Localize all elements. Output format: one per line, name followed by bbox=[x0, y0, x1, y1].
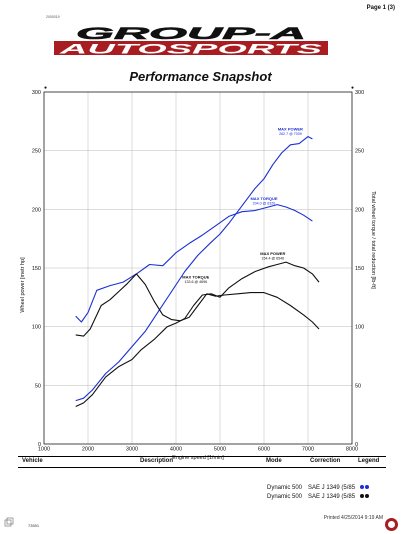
seal-logo-icon bbox=[385, 518, 398, 531]
bullet-right: ● bbox=[351, 85, 355, 91]
legend-row-swatch bbox=[359, 494, 369, 500]
series-line-2 bbox=[75, 204, 313, 323]
y-tick-label-left: 100 bbox=[32, 325, 41, 331]
header-vehicle: Vehicle bbox=[22, 458, 43, 464]
header-correction: Correction bbox=[310, 458, 341, 464]
x-tick-label: 1000 bbox=[38, 447, 50, 453]
legend-row-correction: SAE J 1349 (5/85 bbox=[308, 494, 356, 500]
corner-crop-icon bbox=[4, 517, 14, 527]
series-line-1 bbox=[75, 136, 313, 402]
header-description: Description bbox=[140, 458, 174, 464]
y-tick-label-right: 150 bbox=[355, 266, 364, 272]
y-tick-label-left: 300 bbox=[32, 90, 41, 96]
annotation-label: MAX TORQUE bbox=[182, 275, 209, 280]
legend-row-correction: SAE J 1349 (5/85 bbox=[308, 485, 356, 491]
y-tick-label-right: 250 bbox=[355, 149, 364, 155]
y-tick-label-right: 300 bbox=[355, 90, 364, 96]
y-tick-label-left: 150 bbox=[32, 266, 41, 272]
x-tick-label: 3000 bbox=[126, 447, 138, 453]
header-mode: Mode bbox=[266, 458, 282, 464]
y-tick-label-right: 200 bbox=[355, 207, 364, 213]
annotation-value: 204.0 @ 6320 bbox=[253, 201, 276, 205]
x-tick-label: 5000 bbox=[214, 447, 226, 453]
bullet-left: ● bbox=[44, 85, 48, 91]
annotation-value: 154.4 @ 6546 bbox=[261, 257, 284, 261]
y-tick-label-left: 0 bbox=[38, 442, 41, 448]
page-number: Page 1 (3) bbox=[366, 5, 395, 11]
y-axis-right-label: Total wheel torque / total reduction [lb… bbox=[370, 191, 376, 289]
annotation-value: 262.7 @ 7009 bbox=[279, 132, 302, 136]
x-tick-label: 7000 bbox=[302, 447, 314, 453]
footer-id: 73591 bbox=[28, 523, 40, 528]
logo-line-2: AUTOSPORTS bbox=[57, 41, 323, 56]
logo-line-1: GROUP-A bbox=[76, 24, 306, 43]
printed-timestamp: Printed 4/25/2014 9:19 AM bbox=[323, 515, 383, 521]
legend-table: Vehicle Description Mode Correction Lege… bbox=[18, 456, 386, 468]
legend-row-mode: Dynamic 500 bbox=[267, 494, 303, 500]
x-axis-label: Engine speed [1/min] bbox=[172, 455, 224, 461]
x-tick-label: 4000 bbox=[170, 447, 182, 453]
legend-header: Vehicle Description Mode Correction Lege… bbox=[18, 456, 386, 468]
y-tick-label-left: 50 bbox=[35, 383, 41, 389]
annotation-label: MAX TORQUE bbox=[250, 196, 277, 201]
annotation-label: MAX POWER bbox=[260, 251, 285, 256]
annotation-label: MAX POWER bbox=[278, 127, 303, 132]
chart-title: Performance Snapshot bbox=[129, 69, 272, 84]
header-legend: Legend bbox=[358, 458, 380, 464]
x-tick-label: 6000 bbox=[258, 447, 270, 453]
fine-print-decoration bbox=[283, 524, 379, 530]
chart-grid bbox=[43, 91, 353, 445]
legend-row-mode: Dynamic 500 bbox=[267, 485, 303, 491]
legend-row-swatch bbox=[359, 485, 369, 491]
plot-frame bbox=[43, 91, 353, 445]
document-id: 2000019 bbox=[46, 15, 60, 19]
y-axis-left-label: Wheel power [metr hp] bbox=[20, 257, 26, 313]
series-line-3 bbox=[75, 261, 320, 408]
x-tick-label: 2000 bbox=[82, 447, 94, 453]
series-line-4 bbox=[75, 273, 320, 337]
group-a-autosports-logo: GROUP-A AUTOSPORTS bbox=[54, 24, 328, 56]
chart-series bbox=[75, 136, 320, 408]
y-tick-label-left: 200 bbox=[32, 207, 41, 213]
annotation-value: 133.6 @ 4696 bbox=[184, 280, 207, 284]
y-tick-label-right: 50 bbox=[355, 383, 361, 389]
x-tick-label: 8000 bbox=[346, 447, 358, 453]
y-tick-label-right: 0 bbox=[355, 442, 358, 448]
y-tick-label-right: 100 bbox=[355, 325, 364, 331]
y-tick-label-left: 250 bbox=[32, 149, 41, 155]
